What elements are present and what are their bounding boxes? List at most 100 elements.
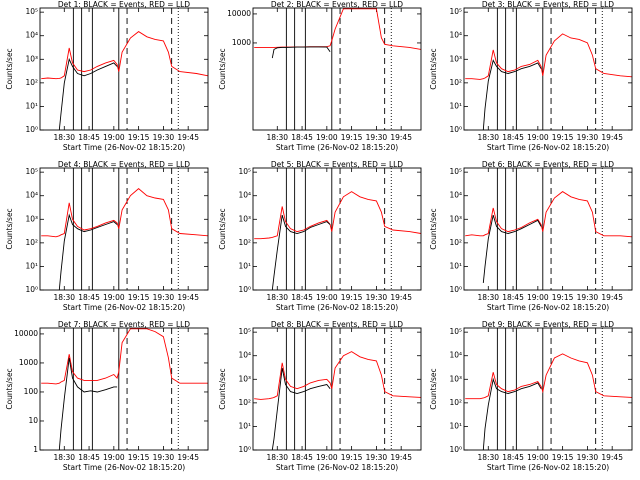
x-axis-label: Start Time (26-Nov-02 18:15:20) <box>487 143 609 152</box>
x-tick-label: 18:45 <box>78 453 100 462</box>
x-tick-label: 19:30 <box>366 293 388 302</box>
panel: Det 5: BLACK = Events, RED = LLD Start Ti… <box>218 160 422 312</box>
x-tick-label: 19:15 <box>552 293 574 302</box>
data-line <box>271 214 331 290</box>
x-tick-label: 19:30 <box>366 133 388 142</box>
y-tick-label: 10³ <box>25 214 38 223</box>
x-axis-label: Start Time (26-Nov-02 18:15:20) <box>63 303 185 312</box>
x-tick-label: 18:45 <box>291 293 313 302</box>
y-tick-label: 10⁰ <box>238 285 251 294</box>
y-tick-label: 10² <box>25 238 38 247</box>
y-tick-label: 10⁵ <box>449 167 462 176</box>
x-tick-label: 19:00 <box>527 453 549 462</box>
y-tick-label: 10² <box>238 398 251 407</box>
x-tick-label: 19:00 <box>527 133 549 142</box>
x-tick-label: 19:30 <box>577 453 599 462</box>
y-tick-label: 10⁴ <box>25 31 38 40</box>
y-tick-label: 10¹ <box>25 101 38 110</box>
y-tick-label: 10⁰ <box>449 285 462 294</box>
plot-frame <box>463 327 633 451</box>
y-axis-label: Counts/sec <box>5 48 14 89</box>
panel: Det 8: BLACK = Events, RED = LLD Start Ti… <box>218 320 422 472</box>
plot-frame <box>463 167 633 291</box>
x-tick-label: 18:30 <box>53 133 75 142</box>
chart-title: Det 6: BLACK = Events, RED = LLD <box>482 160 614 169</box>
y-tick-label: 10³ <box>25 54 38 63</box>
y-tick-label: 10³ <box>449 374 462 383</box>
y-tick-label: 10⁰ <box>449 125 462 134</box>
chart-title: Det 5: BLACK = Events, RED = LLD <box>271 160 403 169</box>
y-tick-label: 10⁴ <box>449 351 462 360</box>
x-tick-label: 19:15 <box>341 133 363 142</box>
y-tick-label: 10⁵ <box>449 327 462 336</box>
y-tick-label: 10² <box>449 238 462 247</box>
panel: Det 3: BLACK = Events, RED = LLD Start Ti… <box>429 0 633 152</box>
x-tick-label: 19:45 <box>390 453 412 462</box>
data-line <box>41 188 208 238</box>
y-tick-label: 10⁴ <box>449 191 462 200</box>
x-axis-label: Start Time (26-Nov-02 18:15:20) <box>487 303 609 312</box>
y-tick-label: 10¹ <box>25 261 38 270</box>
y-tick-label: 10⁰ <box>449 445 462 454</box>
chart-title: Det 9: BLACK = Events, RED = LLD <box>482 320 614 329</box>
x-tick-label: 19:15 <box>341 293 363 302</box>
x-tick-label: 19:15 <box>552 133 574 142</box>
x-tick-label: 19:45 <box>177 293 199 302</box>
x-tick-label: 19:45 <box>390 133 412 142</box>
data-line <box>271 367 331 450</box>
chart-title: Det 4: BLACK = Events, RED = LLD <box>58 160 190 169</box>
y-tick-label: 10² <box>25 78 38 87</box>
x-tick-label: 19:45 <box>601 293 623 302</box>
y-tick-label: 10⁴ <box>25 191 38 200</box>
data-line <box>254 351 421 400</box>
data-line <box>41 31 208 80</box>
y-tick-label: 10⁴ <box>238 351 251 360</box>
x-axis-label: Start Time (26-Nov-02 18:15:20) <box>487 463 609 472</box>
data-line <box>482 214 542 283</box>
y-axis-label: Counts/sec <box>218 368 227 409</box>
x-axis-label: Start Time (26-Nov-02 18:15:20) <box>276 143 398 152</box>
panel: Det 4: BLACK = Events, RED = LLD Start Ti… <box>5 160 209 312</box>
y-tick-label: 10⁵ <box>25 7 38 16</box>
x-tick-label: 18:45 <box>78 133 100 142</box>
chart-title: Det 8: BLACK = Events, RED = LLD <box>271 320 403 329</box>
x-tick-label: 18:45 <box>502 453 524 462</box>
x-axis-label: Start Time (26-Nov-02 18:15:20) <box>63 463 185 472</box>
x-tick-label: 19:00 <box>103 453 125 462</box>
data-line <box>271 46 331 59</box>
y-tick-label: 10¹ <box>449 261 462 270</box>
y-tick-label: 10⁵ <box>449 7 462 16</box>
x-tick-label: 19:30 <box>153 293 175 302</box>
x-tick-label: 19:00 <box>103 293 125 302</box>
y-tick-label: 100 <box>24 387 39 396</box>
plot-frame <box>463 7 633 131</box>
chart-title: Det 2: BLACK = Events, RED = LLD <box>271 0 403 9</box>
x-tick-label: 18:45 <box>78 293 100 302</box>
plot-frame <box>39 7 209 131</box>
x-axis-label: Start Time (26-Nov-02 18:15:20) <box>63 143 185 152</box>
x-tick-label: 18:30 <box>477 293 499 302</box>
panel: Det 7: BLACK = Events, RED = LLD Start Ti… <box>5 320 209 472</box>
panel: Det 6: BLACK = Events, RED = LLD Start Ti… <box>429 160 633 312</box>
x-tick-label: 19:30 <box>366 453 388 462</box>
y-tick-label: 10⁵ <box>238 327 251 336</box>
x-tick-label: 19:45 <box>601 453 623 462</box>
x-tick-label: 18:45 <box>502 133 524 142</box>
y-tick-label: 10⁰ <box>238 445 251 454</box>
y-axis-label: Counts/sec <box>429 208 438 249</box>
x-tick-label: 19:30 <box>577 133 599 142</box>
chart-title: Det 7: BLACK = Events, RED = LLD <box>58 320 190 329</box>
data-line <box>465 191 632 238</box>
y-tick-label: 10¹ <box>449 421 462 430</box>
y-axis-label: Counts/sec <box>5 368 14 409</box>
y-tick-label: 10² <box>449 398 462 407</box>
x-tick-label: 19:45 <box>601 133 623 142</box>
x-tick-label: 19:00 <box>527 293 549 302</box>
chart-title: Det 1: BLACK = Events, RED = LLD <box>58 0 190 9</box>
y-tick-label: 10³ <box>238 214 251 223</box>
y-tick-label: 10¹ <box>449 101 462 110</box>
y-tick-label: 1 <box>33 445 38 454</box>
y-axis-label: Counts/sec <box>5 208 14 249</box>
data-line <box>465 353 632 400</box>
x-tick-label: 18:30 <box>477 133 499 142</box>
